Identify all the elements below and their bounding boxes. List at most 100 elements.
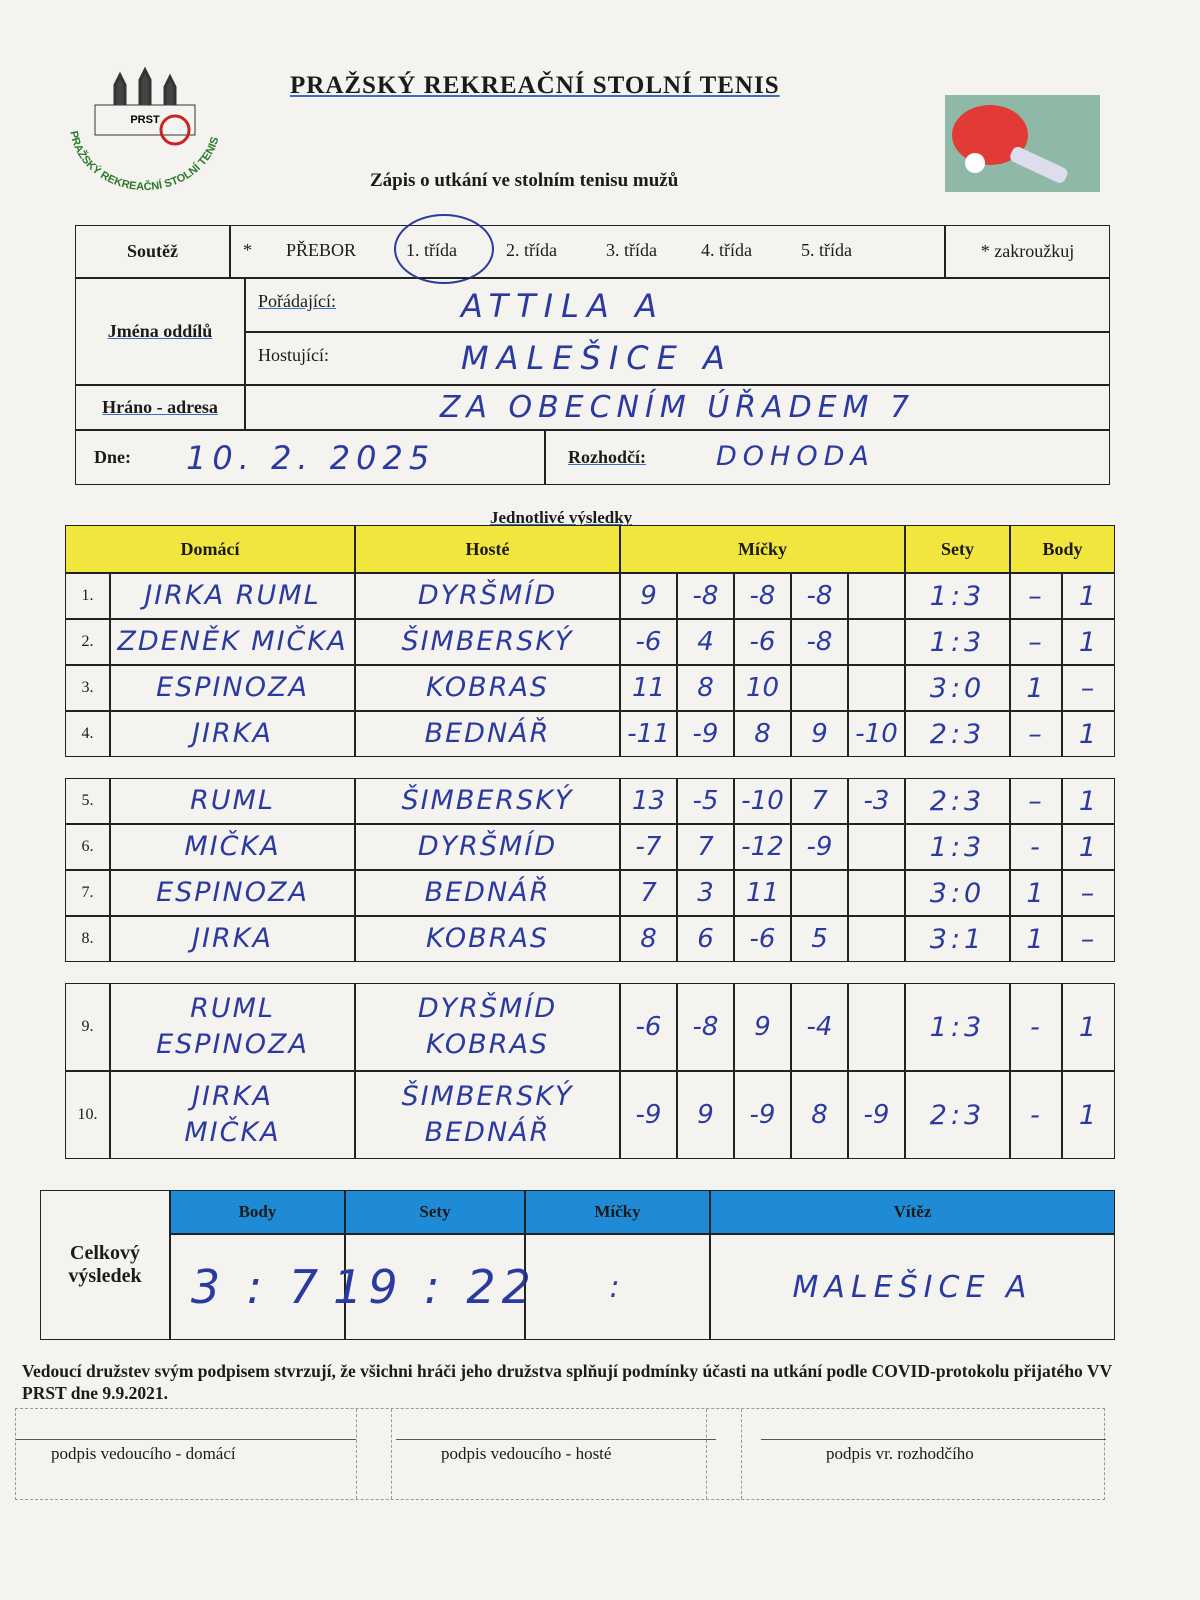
summary-value-cell: MALEŠICE A [710, 1234, 1115, 1340]
ball-score: 10 [745, 673, 780, 703]
signature-line [16, 1439, 356, 1440]
row-number: 9. [81, 1018, 94, 1035]
guest-cell: ŠIMBERSKÝ [355, 619, 620, 665]
ball-cell: -11 [620, 711, 677, 757]
guest-cell: KOBRAS [355, 665, 620, 711]
home-player: MIČKA [184, 1117, 281, 1148]
points-value: – [1028, 580, 1044, 612]
points-cell: 1 [1010, 916, 1062, 962]
ball-cell: -8 [677, 983, 734, 1071]
organizer-label: Pořádající: [258, 291, 336, 311]
ball-score: -9 [863, 1100, 890, 1130]
organizer-name: ATTILA A [461, 287, 665, 325]
ball-cell: -9 [734, 1071, 791, 1159]
points-value: – [1080, 923, 1097, 955]
ball-cell [848, 824, 905, 870]
venue-label: Hráno - adresa [102, 397, 218, 417]
signature-line [761, 1439, 1106, 1440]
ball-cell: 8 [734, 711, 791, 757]
ball-score: -8 [749, 581, 776, 611]
sets-score: 2:3 [929, 785, 986, 817]
summary-winner: MALEŠICE A [792, 1269, 1033, 1305]
summary-table: Celkový výsledek Body 3 : 7 Sety 19 : 22 Míčk… [40, 1190, 1115, 1340]
ball-cell: 9 [620, 573, 677, 619]
points-value: 1 [1078, 626, 1099, 658]
points-cell: - [1010, 1071, 1062, 1159]
number-cell: 7. [65, 870, 110, 916]
header-sets: Sety [941, 538, 974, 559]
summary-value-cell: 3 : 7 [170, 1234, 345, 1340]
competition-marker: * [243, 240, 252, 260]
logo-ring-text: PRAŽSKÝ REKREAČNÍ STOLNÍ TENIS [67, 130, 221, 193]
clubs-label: Jména oddílů [107, 321, 213, 341]
signature-divider [356, 1409, 357, 1499]
guest-label: Hostující: [258, 345, 329, 365]
sets-score: 1:3 [929, 1011, 986, 1043]
ball-cell [848, 983, 905, 1071]
guest-player: KOBRAS [425, 672, 550, 703]
ball-cell: 13 [620, 778, 677, 824]
signature-label: podpis vedoucího - hosté [441, 1444, 612, 1463]
competition-option: PŘEBOR [286, 240, 357, 260]
points-cell: 1 [1062, 711, 1115, 757]
points-cell: 1 [1062, 573, 1115, 619]
home-cell: MIČKA [110, 824, 355, 870]
summary-header-cell: Body [170, 1190, 345, 1234]
ball-score: -4 [806, 1012, 833, 1042]
ball-cell: 7 [791, 778, 848, 824]
signature-label: podpis vr. rozhodčího [826, 1444, 974, 1463]
ball-cell: -10 [734, 778, 791, 824]
summary-sets: 19 : 22 [333, 1260, 537, 1314]
points-cell: 1 [1062, 1071, 1115, 1159]
row-number: 6. [81, 838, 94, 855]
guest-player: DYRŠMÍD [417, 993, 558, 1024]
ball-cell: -9 [620, 1071, 677, 1159]
points-cell: 1 [1010, 870, 1062, 916]
header-guest: Hosté [465, 538, 510, 559]
ball-score: 9 [697, 1100, 714, 1130]
competition-option: 3. třída [606, 240, 657, 260]
signature-divider [391, 1409, 392, 1499]
ball-cell: -5 [677, 778, 734, 824]
points-value: 1 [1078, 1011, 1099, 1043]
points-cell: – [1010, 573, 1062, 619]
ball-cell: 11 [734, 870, 791, 916]
guest-player: KOBRAS [425, 923, 550, 954]
points-cell: 1 [1062, 619, 1115, 665]
summary-header-cell: Míčky [525, 1190, 710, 1234]
summary-balls: : [609, 1269, 626, 1305]
guest-cell: DYRŠMÍD KOBRAS [355, 983, 620, 1071]
ball-cell [791, 870, 848, 916]
ball-score: -8 [806, 581, 833, 611]
ball-cell [848, 665, 905, 711]
ball-cell: 8 [620, 916, 677, 962]
summary-value-cell: : [525, 1234, 710, 1340]
venue-label-cell: Hráno - adresa [75, 385, 245, 430]
title: PRAŽSKÝ REKREAČNÍ STOLNÍ TENIS [290, 72, 780, 99]
ball-cell: -6 [620, 619, 677, 665]
number-cell: 4. [65, 711, 110, 757]
points-value: – [1080, 877, 1097, 909]
home-player: ESPINOZA [156, 672, 309, 703]
number-cell: 5. [65, 778, 110, 824]
ball-score: 7 [811, 786, 828, 816]
summary-header-sets: Sety [419, 1202, 451, 1221]
sets-cell: 1:3 [905, 983, 1010, 1071]
header-cell: Míčky [620, 525, 905, 573]
ball-cell: -6 [734, 619, 791, 665]
points-value: 1 [1026, 672, 1046, 704]
row-number: 2. [81, 633, 94, 650]
number-cell: 6. [65, 824, 110, 870]
guest-cell: DYRŠMÍD [355, 824, 620, 870]
header-cell: Body [1010, 525, 1115, 573]
guest-cell: ŠIMBERSKÝ BEDNÁŘ [355, 1071, 620, 1159]
competition-note-cell: * zakroužkuj [945, 225, 1110, 278]
sets-cell: 1:3 [905, 619, 1010, 665]
points-cell: - [1010, 824, 1062, 870]
referee-cell: Rozhodčí: DOHODA [545, 430, 1110, 485]
home-player: RUML [190, 785, 275, 816]
guest-player: KOBRAS [425, 1029, 550, 1060]
home-cell: ESPINOZA [110, 665, 355, 711]
ball-cell: -3 [848, 778, 905, 824]
